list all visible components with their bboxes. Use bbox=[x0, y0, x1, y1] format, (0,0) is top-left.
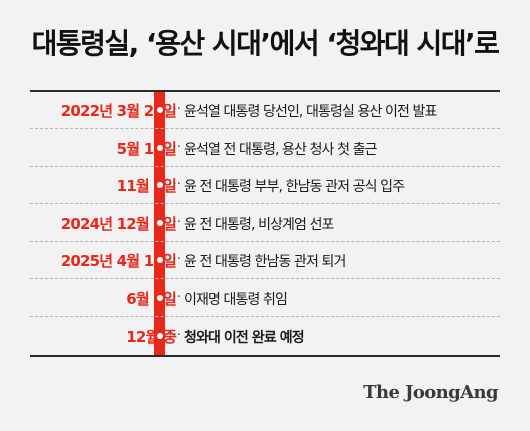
timeline-dot bbox=[157, 107, 163, 113]
row-separator bbox=[30, 165, 500, 167]
leader-dots: … bbox=[168, 210, 182, 226]
source-logo: The JoongAng bbox=[363, 382, 498, 403]
timeline-event: 윤 전 대통령 부부, 한남동 관저 공식 입주 bbox=[184, 179, 405, 196]
leader-dots: … bbox=[168, 248, 182, 264]
row-separator bbox=[30, 203, 500, 205]
row-separator bbox=[30, 128, 500, 129]
timeline-dot bbox=[157, 332, 163, 339]
row-separator bbox=[30, 240, 500, 242]
timeline-date: 5월 10일 bbox=[116, 139, 177, 158]
timeline-date: 2025년 4월 11일 bbox=[60, 252, 177, 271]
timeline-row: 2022년 3월 20일… 윤석열 대통령 당선인, 대통령실 용산 이전 발표 bbox=[30, 92, 500, 129]
row-separator bbox=[30, 316, 500, 317]
leader-dots: … bbox=[168, 135, 182, 151]
timeline-dot bbox=[157, 219, 163, 226]
leader-dots: … bbox=[168, 323, 182, 339]
timeline-row: 2024년 12월 3일… 윤 전 대통령, 비상계엄 선포 bbox=[30, 205, 500, 242]
timeline-row: 2025년 4월 11일… 윤 전 대통령 한남동 관저 퇴거 bbox=[30, 242, 500, 280]
timeline-row: 11월 7일… 윤 전 대통령 부부, 한남동 관저 공식 입주 bbox=[30, 167, 500, 205]
timeline-date: 2022년 3월 20일 bbox=[60, 102, 177, 120]
leader-dots: … bbox=[168, 286, 182, 301]
timeline-dot bbox=[157, 295, 163, 301]
row-separator bbox=[30, 278, 500, 280]
timeline-dot bbox=[157, 144, 163, 151]
timeline-event: 윤 전 대통령 한남동 관저 퇴거 bbox=[184, 254, 346, 271]
timeline-date: 11월 7일 bbox=[116, 177, 177, 196]
timeline-event: 윤석열 전 대통령, 용산 청사 첫 출근 bbox=[184, 141, 377, 158]
timeline-date: 2024년 12월 3일 bbox=[60, 214, 177, 233]
timeline-row: 6월 4일… 이재명 대통령 취임 bbox=[30, 280, 500, 317]
timeline-row: 12월 중… 청와대 이전 완료 예정 bbox=[30, 318, 500, 355]
timeline-dot bbox=[157, 182, 163, 189]
leader-dots: … bbox=[168, 173, 182, 189]
timeline-event: 윤석열 대통령 당선인, 대통령실 용산 이전 발표 bbox=[184, 104, 437, 120]
timeline-event: 청와대 이전 완료 예정 bbox=[184, 329, 305, 346]
timeline-event: 윤 전 대통령, 비상계엄 선포 bbox=[184, 216, 334, 233]
leader-dots: … bbox=[168, 98, 182, 113]
timeline-row: 5월 10일… 윤석열 전 대통령, 용산 청사 첫 출근 bbox=[30, 130, 500, 167]
timeline-dot bbox=[157, 257, 163, 264]
timeline-date: 6월 4일 bbox=[126, 290, 176, 308]
top-rule bbox=[30, 90, 500, 92]
timeline-date: 12월 중 bbox=[126, 327, 176, 346]
timeline-event: 이재명 대통령 취임 bbox=[184, 292, 288, 308]
bottom-rule bbox=[30, 355, 500, 357]
chart-title: 대통령실, ‘용산 시대’에서 ‘청와대 시대’로 bbox=[31, 27, 500, 60]
